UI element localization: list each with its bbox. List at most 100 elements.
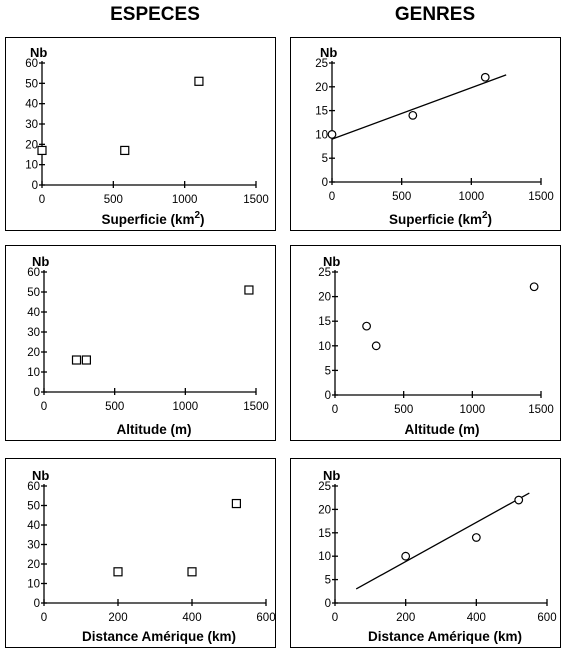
- x-tick-label: 600: [537, 612, 556, 624]
- y-tick-label: 5: [322, 153, 328, 165]
- x-tick-label: 500: [392, 191, 411, 203]
- data-point-circle: [401, 551, 411, 561]
- y-tick-label: 10: [25, 160, 38, 172]
- x-tick-label: 400: [467, 612, 486, 624]
- y-tick-label: 10: [318, 341, 331, 353]
- x-tick-label: 400: [182, 612, 201, 624]
- y-tick-label: 60: [25, 58, 38, 70]
- chart-svg: 0 10 20 30 40 50 60 0 500 1000 1500 Nb Superficie (k…: [25, 45, 269, 227]
- x-tick-label: 0: [332, 404, 338, 416]
- chart-panel-especes-distance: 0 10 20 30 40 50 60 0 200 400 600 Nb Distance Amériq…: [5, 458, 276, 648]
- x-tick-label: 200: [396, 612, 415, 624]
- data-point-square: [37, 145, 47, 156]
- y-tick-label: 15: [315, 106, 328, 118]
- x-tick-label: 0: [41, 401, 47, 413]
- x-tick-label: 0: [41, 612, 47, 624]
- y-tick-label: 0: [34, 598, 40, 610]
- y-tick-label: 10: [27, 367, 40, 379]
- x-axis-label: Superficie (km2): [101, 210, 204, 227]
- y-tick-label: 15: [318, 528, 331, 540]
- y-tick-label: 20: [315, 82, 328, 94]
- x-tick-label: 1000: [173, 401, 199, 413]
- chart-svg: 0 10 20 30 40 50 60 0 500 1000 1500 Nb Altitude (m): [27, 254, 269, 437]
- chart-panel-especes-superficie: 0 10 20 30 40 50 60 0 500 1000 1500 Nb Superficie (k…: [5, 37, 276, 231]
- y-tick-label: 15: [318, 316, 331, 328]
- x-tick-label: 600: [256, 612, 275, 624]
- chart-svg: 0 5 10 15 20 25 0 500 1000 1500 Nb Superficie (km2): [315, 45, 554, 227]
- y-tick-label: 60: [27, 267, 40, 279]
- data-point-circle: [480, 72, 490, 82]
- x-tick-label: 1500: [243, 194, 269, 206]
- x-tick-label: 200: [108, 612, 127, 624]
- data-point-circle: [514, 495, 524, 505]
- data-point-square: [120, 145, 130, 156]
- y-axis-label: Nb: [323, 468, 340, 483]
- x-tick-label: 500: [105, 401, 124, 413]
- x-tick-label: 1000: [459, 191, 485, 203]
- y-tick-label: 30: [27, 540, 40, 552]
- chart-panel-genres-superficie: 0 5 10 15 20 25 0 500 1000 1500 Nb Superficie (km2): [290, 37, 561, 231]
- y-tick-label: 50: [25, 78, 38, 90]
- data-point-circle: [529, 282, 539, 292]
- chart-svg: 0 5 10 15 20 25 0 500 1000 1500 Nb Altitude (m): [318, 254, 554, 437]
- chart-panel-especes-altitude: 0 10 20 30 40 50 60 0 500 1000 1500 Nb Altitude (m): [5, 245, 276, 441]
- y-axis-label: Nb: [320, 45, 337, 60]
- y-tick-label: 40: [25, 99, 38, 111]
- data-point-circle: [471, 533, 481, 542]
- y-tick-label: 5: [325, 575, 331, 587]
- data-point-circle: [362, 321, 371, 331]
- x-axis-label: Altitude (m): [405, 422, 480, 437]
- x-tick-label: 0: [329, 191, 335, 203]
- y-tick-label: 10: [27, 579, 40, 591]
- data-point-square: [81, 355, 92, 365]
- data-point-circle: [408, 110, 418, 120]
- header-genres: GENRES: [394, 4, 476, 25]
- x-tick-label: 1500: [243, 401, 269, 413]
- y-tick-label: 50: [27, 501, 40, 513]
- header-especes: ESPECES: [110, 4, 200, 25]
- y-tick-label: 50: [27, 287, 40, 299]
- data-point-square: [194, 76, 204, 86]
- data-point-square: [113, 567, 123, 577]
- y-axis-label: Nb: [30, 45, 47, 60]
- data-point-square: [71, 355, 82, 365]
- x-axis-label: Distance Amérique (km): [368, 629, 522, 644]
- y-tick-label: 5: [325, 365, 331, 377]
- data-point-square: [187, 567, 197, 577]
- y-axis-label: Nb: [32, 254, 49, 269]
- x-tick-label: 1000: [172, 194, 198, 206]
- x-tick-label: 1000: [460, 404, 486, 416]
- y-tick-label: 25: [318, 481, 331, 493]
- x-tick-label: 0: [332, 612, 338, 624]
- trend-line: [355, 492, 530, 590]
- y-tick-label: 0: [325, 390, 331, 402]
- data-point-circle: [371, 341, 381, 351]
- data-point-square: [244, 285, 254, 295]
- y-tick-label: 30: [27, 327, 40, 339]
- chart-panel-genres-distance: 0 5 10 15 20 25 0 200 400 600 Nb Distance Amérique …: [290, 458, 561, 648]
- y-tick-label: 0: [322, 177, 328, 189]
- y-tick-label: 0: [32, 180, 38, 192]
- y-tick-label: 20: [318, 292, 331, 304]
- x-tick-label: 1500: [528, 404, 554, 416]
- y-tick-label: 20: [27, 559, 40, 571]
- chart-svg: 0 5 10 15 20 25 0 200 400 600 Nb Distance Amérique …: [318, 468, 556, 644]
- x-tick-label: 500: [394, 404, 413, 416]
- x-axis-label: Superficie (km2): [389, 210, 492, 227]
- y-axis-label: Nb: [323, 254, 340, 269]
- y-tick-label: 20: [27, 347, 40, 359]
- y-tick-label: 10: [315, 129, 328, 141]
- y-tick-label: 25: [315, 58, 328, 70]
- y-tick-label: 40: [27, 307, 40, 319]
- data-point-circle: [327, 129, 337, 139]
- y-tick-label: 25: [318, 267, 331, 279]
- data-point-square: [231, 498, 241, 509]
- x-axis-label: Altitude (m): [117, 422, 192, 437]
- x-tick-label: 500: [104, 194, 123, 206]
- y-tick-label: 20: [25, 139, 38, 151]
- y-tick-label: 40: [27, 520, 40, 532]
- y-tick-label: 0: [34, 387, 40, 399]
- y-tick-label: 30: [25, 119, 38, 131]
- y-axis-label: Nb: [32, 468, 49, 483]
